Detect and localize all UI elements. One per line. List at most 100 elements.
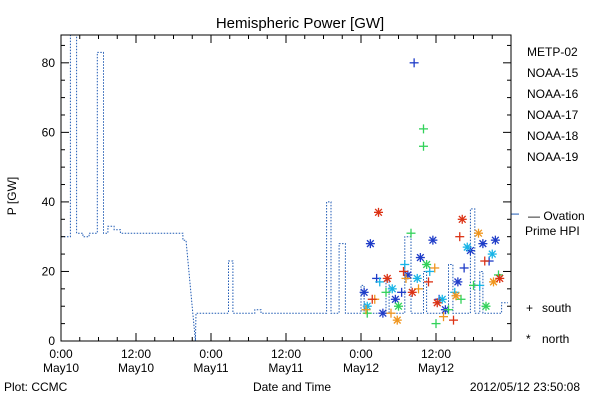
points-layer [359, 58, 505, 329]
axes-layer: 0204060800:00May1012:00May100:00May1112:… [42, 34, 512, 375]
data-point-noaa-15-north [478, 239, 488, 249]
marker-stroke [491, 236, 500, 244]
data-point-noaa-16-north [462, 242, 472, 252]
data-point-noaa-17-south [444, 305, 453, 315]
marker-stroke [488, 250, 497, 258]
legend-entry-metp-02: METP-02 [527, 45, 578, 59]
data-point-noaa-15-north [378, 308, 388, 318]
x-axis-label: Date and Time [253, 380, 331, 394]
legend-entry-noaa-17: NOAA-17 [527, 108, 579, 122]
data-point-noaa-17-south [381, 287, 391, 297]
y-tick-label: 80 [42, 56, 56, 70]
data-point-noaa-18-south [401, 273, 411, 283]
x-tick-label-date: May12 [343, 361, 379, 375]
marker-legend-south-symbol: + [526, 301, 533, 315]
marker-stroke [422, 260, 431, 269]
data-point-noaa-17-north [394, 301, 403, 311]
marker-stroke [416, 253, 425, 262]
data-point-noaa-18-south [439, 312, 448, 322]
data-point-noaa-15-south [409, 58, 419, 68]
footer-plot-credit: Plot: CCMC [4, 380, 68, 394]
data-point-noaa-16-south [400, 260, 410, 269]
marker-stroke [433, 298, 442, 307]
data-point-noaa-15-north [359, 287, 369, 297]
y-axis-label: P [GW] [5, 177, 19, 215]
data-point-noaa-18-south [430, 263, 440, 273]
chart-title: Hemispheric Power [GW] [216, 15, 384, 32]
marker-stroke [458, 215, 467, 224]
ovation-line [61, 35, 508, 341]
data-point-noaa-17-north [422, 260, 432, 269]
marker-stroke [366, 239, 375, 248]
data-point-noaa-15-south [397, 287, 407, 297]
marker-stroke [388, 285, 397, 293]
marker-stroke [474, 229, 483, 238]
legend-entry-noaa-16: NOAA-16 [527, 87, 579, 101]
x-tick-label-time: 12:00 [121, 347, 151, 361]
data-point-noaa-19-north [495, 273, 505, 283]
data-point-noaa-19-south [399, 266, 408, 276]
footer-timestamp: 2012/05/12 23:50:08 [470, 380, 580, 394]
marker-stroke [489, 278, 498, 286]
data-point-noaa-15-north [390, 294, 400, 304]
marker-stroke [374, 208, 383, 217]
marker-stroke [360, 288, 368, 297]
marker-stroke [495, 274, 504, 283]
legend-entry-noaa-18: NOAA-18 [527, 129, 579, 143]
marker-stroke [383, 274, 392, 283]
data-point-noaa-17-north [481, 301, 491, 311]
data-point-noaa-17-south [456, 294, 466, 304]
marker-stroke [463, 243, 472, 251]
marker-stroke [379, 309, 387, 318]
marker-stroke [429, 236, 437, 244]
legend-entry-noaa-15: NOAA-15 [527, 66, 579, 80]
y-tick-label: 40 [42, 195, 56, 209]
data-point-noaa-16-south [425, 266, 435, 276]
data-point-noaa-16-south [375, 277, 385, 287]
data-point-noaa-16-north [487, 249, 497, 259]
data-point-noaa-18-south [361, 305, 371, 315]
x-tick-label-time: 12:00 [421, 347, 451, 361]
data-point-noaa-17-south [431, 319, 441, 329]
data-point-noaa-19-north [457, 214, 467, 224]
data-point-noaa-19-south [455, 232, 465, 242]
marker-stroke [482, 302, 490, 311]
marker-stroke [438, 295, 447, 304]
x-tick-label-date: May11 [268, 361, 303, 375]
data-point-noaa-15-north [365, 239, 375, 249]
ovation-layer [61, 35, 519, 341]
marker-stroke [413, 274, 422, 283]
legend: METP-02 NOAA-15 NOAA-16 NOAA-17 NOAA-18 NOAA-… [527, 45, 579, 164]
data-point-noaa-17-south [406, 228, 416, 238]
data-point-noaa-19-south [480, 256, 490, 266]
data-point-noaa-18-north [474, 228, 483, 238]
marker-stroke [454, 278, 462, 286]
data-point-noaa-15-north [415, 253, 425, 263]
data-point-noaa-19-north [407, 287, 417, 297]
ovation-label-line1: — Ovation [528, 209, 585, 223]
data-point-noaa-15-south [459, 263, 469, 273]
marker-stroke [452, 291, 460, 300]
y-tick-label: 20 [42, 264, 56, 278]
y-tick-label: 60 [42, 125, 56, 139]
marker-legend-north-label: north [542, 332, 569, 346]
data-point-noaa-19-south [367, 294, 377, 304]
data-point-noaa-19-south [449, 315, 458, 325]
data-point-noaa-15-north [428, 235, 438, 245]
data-point-noaa-17-south [419, 141, 428, 151]
marker-stroke [363, 302, 372, 311]
marker-stroke [479, 239, 487, 248]
x-tick-label-date: May10 [43, 361, 79, 375]
data-point-noaa-19-north [432, 298, 442, 308]
marker-legend-north-symbol: * [526, 332, 531, 346]
data-point-noaa-17-south [469, 280, 478, 290]
data-point-noaa-18-south [386, 308, 396, 318]
x-tick-label-date: May10 [118, 361, 154, 375]
data-point-noaa-17-south [419, 124, 428, 134]
x-tick-label-date: May11 [193, 361, 228, 375]
x-tick-label-time: 0:00 [349, 347, 373, 361]
data-point-noaa-19-north [374, 207, 383, 217]
y-tick-label: 0 [48, 334, 55, 348]
data-point-noaa-15-north [453, 277, 463, 287]
